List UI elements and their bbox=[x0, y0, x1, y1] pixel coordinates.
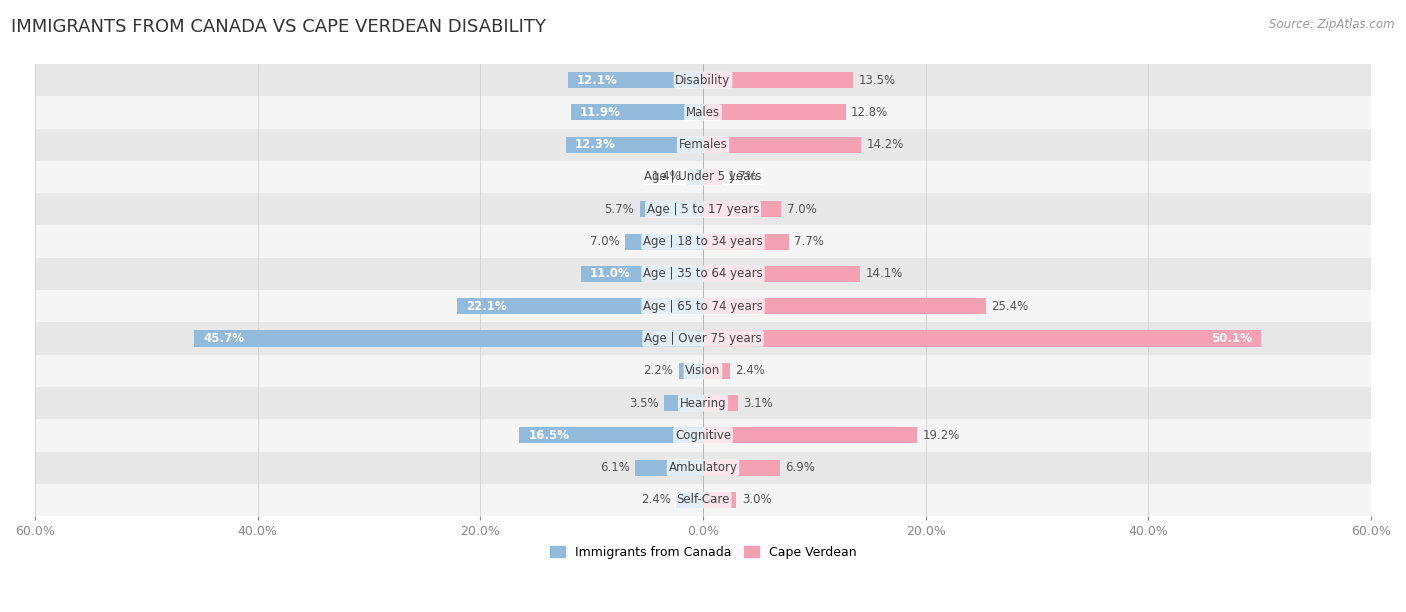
Text: 3.1%: 3.1% bbox=[744, 397, 773, 409]
Legend: Immigrants from Canada, Cape Verdean: Immigrants from Canada, Cape Verdean bbox=[544, 541, 862, 564]
Text: 12.3%: 12.3% bbox=[575, 138, 616, 151]
Text: 5.7%: 5.7% bbox=[605, 203, 634, 216]
Bar bbox=[703, 492, 737, 508]
Bar bbox=[703, 104, 845, 121]
Text: 14.2%: 14.2% bbox=[866, 138, 904, 151]
Bar bbox=[35, 129, 1371, 161]
Text: 3.5%: 3.5% bbox=[628, 397, 658, 409]
Bar bbox=[626, 234, 703, 250]
Text: 50.1%: 50.1% bbox=[1211, 332, 1251, 345]
Bar bbox=[703, 234, 789, 250]
Text: 7.0%: 7.0% bbox=[589, 235, 620, 248]
Text: 14.1%: 14.1% bbox=[866, 267, 903, 280]
Bar bbox=[703, 201, 780, 217]
Bar bbox=[703, 395, 738, 411]
Text: 2.2%: 2.2% bbox=[643, 364, 673, 377]
Bar bbox=[35, 387, 1371, 419]
Text: 12.1%: 12.1% bbox=[578, 73, 617, 87]
Bar bbox=[636, 460, 703, 476]
Bar bbox=[664, 395, 703, 411]
Bar bbox=[194, 330, 703, 346]
Text: Cognitive: Cognitive bbox=[675, 429, 731, 442]
Text: 12.8%: 12.8% bbox=[851, 106, 889, 119]
Text: Source: ZipAtlas.com: Source: ZipAtlas.com bbox=[1270, 18, 1395, 31]
Bar bbox=[35, 96, 1371, 129]
Text: 22.1%: 22.1% bbox=[465, 300, 506, 313]
Bar bbox=[703, 427, 917, 444]
Text: Age | Over 75 years: Age | Over 75 years bbox=[644, 332, 762, 345]
Bar bbox=[457, 298, 703, 314]
Text: IMMIGRANTS FROM CANADA VS CAPE VERDEAN DISABILITY: IMMIGRANTS FROM CANADA VS CAPE VERDEAN D… bbox=[11, 18, 547, 36]
Text: 7.0%: 7.0% bbox=[786, 203, 817, 216]
Bar bbox=[567, 136, 703, 153]
Bar bbox=[35, 419, 1371, 452]
Text: Disability: Disability bbox=[675, 73, 731, 87]
Text: 1.4%: 1.4% bbox=[652, 171, 682, 184]
Bar bbox=[35, 484, 1371, 516]
Bar bbox=[568, 72, 703, 88]
Bar bbox=[581, 266, 703, 282]
Bar bbox=[35, 193, 1371, 225]
Bar bbox=[703, 460, 780, 476]
Bar bbox=[640, 201, 703, 217]
Bar bbox=[35, 323, 1371, 354]
Text: Hearing: Hearing bbox=[679, 397, 727, 409]
Text: Age | Under 5 years: Age | Under 5 years bbox=[644, 171, 762, 184]
Text: Males: Males bbox=[686, 106, 720, 119]
Bar bbox=[571, 104, 703, 121]
Bar bbox=[35, 161, 1371, 193]
Bar bbox=[703, 363, 730, 379]
Text: 16.5%: 16.5% bbox=[529, 429, 569, 442]
Bar bbox=[35, 64, 1371, 96]
Text: 2.4%: 2.4% bbox=[641, 493, 671, 507]
Bar bbox=[703, 266, 860, 282]
Text: Age | 35 to 64 years: Age | 35 to 64 years bbox=[643, 267, 763, 280]
Text: Age | 5 to 17 years: Age | 5 to 17 years bbox=[647, 203, 759, 216]
Text: Vision: Vision bbox=[685, 364, 721, 377]
Text: Self-Care: Self-Care bbox=[676, 493, 730, 507]
Text: 25.4%: 25.4% bbox=[991, 300, 1029, 313]
Bar bbox=[35, 258, 1371, 290]
Text: 1.7%: 1.7% bbox=[727, 171, 758, 184]
Bar bbox=[703, 136, 860, 153]
Text: 13.5%: 13.5% bbox=[859, 73, 896, 87]
Text: 45.7%: 45.7% bbox=[202, 332, 245, 345]
Bar bbox=[688, 169, 703, 185]
Bar bbox=[676, 492, 703, 508]
Text: 2.4%: 2.4% bbox=[735, 364, 765, 377]
Bar bbox=[703, 169, 721, 185]
Text: 6.9%: 6.9% bbox=[786, 461, 815, 474]
Bar bbox=[519, 427, 703, 444]
Bar bbox=[703, 330, 1261, 346]
Text: 3.0%: 3.0% bbox=[742, 493, 772, 507]
Bar bbox=[703, 72, 853, 88]
Text: 19.2%: 19.2% bbox=[922, 429, 960, 442]
Text: Age | 18 to 34 years: Age | 18 to 34 years bbox=[643, 235, 763, 248]
Text: Ambulatory: Ambulatory bbox=[668, 461, 738, 474]
Text: Females: Females bbox=[679, 138, 727, 151]
Bar bbox=[703, 298, 986, 314]
Bar bbox=[35, 452, 1371, 484]
Bar bbox=[35, 354, 1371, 387]
Text: 11.9%: 11.9% bbox=[579, 106, 620, 119]
Bar bbox=[679, 363, 703, 379]
Text: 7.7%: 7.7% bbox=[794, 235, 824, 248]
Text: Age | 65 to 74 years: Age | 65 to 74 years bbox=[643, 300, 763, 313]
Bar bbox=[35, 290, 1371, 323]
Bar bbox=[35, 225, 1371, 258]
Text: 11.0%: 11.0% bbox=[589, 267, 630, 280]
Text: 6.1%: 6.1% bbox=[599, 461, 630, 474]
